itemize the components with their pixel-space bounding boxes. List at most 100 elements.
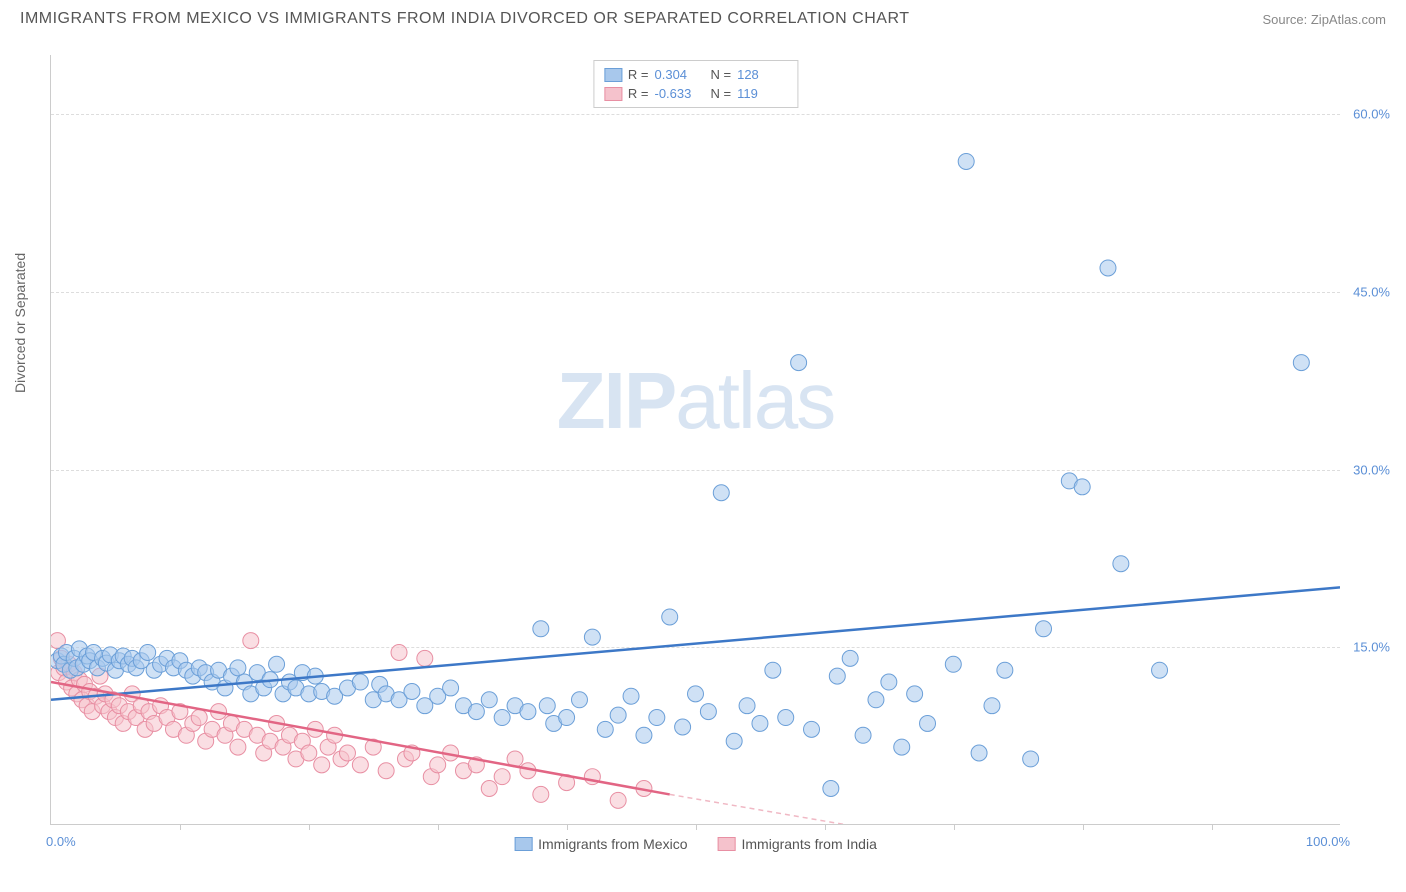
swatch-icon xyxy=(604,87,622,101)
x-tick xyxy=(309,824,310,830)
data-point xyxy=(352,757,368,773)
data-point xyxy=(417,650,433,666)
x-tick xyxy=(438,824,439,830)
data-point xyxy=(829,668,845,684)
data-point xyxy=(494,710,510,726)
swatch-icon xyxy=(514,837,532,851)
data-point xyxy=(739,698,755,714)
legend-bottom: Immigrants from Mexico Immigrants from In… xyxy=(514,836,877,852)
data-point xyxy=(584,629,600,645)
stat-r-value: -0.633 xyxy=(655,86,705,101)
data-point xyxy=(559,710,575,726)
data-point xyxy=(533,621,549,637)
data-point xyxy=(649,710,665,726)
data-point xyxy=(823,781,839,797)
chart-title: IMMIGRANTS FROM MEXICO VS IMMIGRANTS FRO… xyxy=(20,10,909,28)
data-point xyxy=(765,662,781,678)
y-tick-label: 15.0% xyxy=(1353,640,1390,655)
data-point xyxy=(468,704,484,720)
data-point xyxy=(269,656,285,672)
plot-area: ZIPatlas 15.0%30.0%45.0%60.0% R = 0.304 … xyxy=(50,55,1340,825)
data-point xyxy=(700,704,716,720)
x-tick xyxy=(696,824,697,830)
stat-r-label: R = xyxy=(628,67,649,82)
data-point xyxy=(1293,355,1309,371)
data-point xyxy=(842,650,858,666)
data-point xyxy=(1100,260,1116,276)
data-point xyxy=(1023,751,1039,767)
data-point xyxy=(391,644,407,660)
stat-n-value: 119 xyxy=(737,86,787,101)
legend-item: Immigrants from India xyxy=(717,836,876,852)
x-tick xyxy=(954,824,955,830)
data-point xyxy=(230,660,246,676)
stat-r-value: 0.304 xyxy=(655,67,705,82)
data-point xyxy=(791,355,807,371)
data-point xyxy=(140,644,156,660)
stat-n-label: N = xyxy=(711,67,732,82)
data-point xyxy=(945,656,961,672)
data-point xyxy=(1152,662,1168,678)
data-point xyxy=(378,763,394,779)
data-point xyxy=(610,707,626,723)
data-point xyxy=(230,739,246,755)
trend-line-ext xyxy=(670,794,979,824)
data-point xyxy=(1113,556,1129,572)
swatch-icon xyxy=(717,837,735,851)
legend-label: Immigrants from India xyxy=(741,836,876,852)
data-point xyxy=(352,674,368,690)
stat-r-label: R = xyxy=(628,86,649,101)
data-point xyxy=(907,686,923,702)
data-point xyxy=(314,757,330,773)
x-tick xyxy=(825,824,826,830)
data-point xyxy=(726,733,742,749)
data-point xyxy=(539,698,555,714)
legend-stat-row: R = -0.633 N = 119 xyxy=(604,84,787,103)
x-max-label: 100.0% xyxy=(1306,834,1350,849)
data-point xyxy=(443,680,459,696)
source-label: Source: ZipAtlas.com xyxy=(1262,12,1386,27)
data-point xyxy=(920,715,936,731)
data-point xyxy=(520,704,536,720)
data-point xyxy=(636,727,652,743)
data-point xyxy=(713,485,729,501)
data-point xyxy=(881,674,897,690)
data-point xyxy=(752,715,768,731)
swatch-icon xyxy=(604,68,622,82)
data-point xyxy=(997,662,1013,678)
data-point xyxy=(984,698,1000,714)
legend-stats: R = 0.304 N = 128 R = -0.633 N = 119 xyxy=(593,60,798,108)
data-point xyxy=(301,745,317,761)
data-point xyxy=(804,721,820,737)
data-point xyxy=(1036,621,1052,637)
data-point xyxy=(597,721,613,737)
data-point xyxy=(868,692,884,708)
data-point xyxy=(494,769,510,785)
data-point xyxy=(1074,479,1090,495)
data-point xyxy=(610,792,626,808)
data-point xyxy=(339,745,355,761)
y-tick-label: 45.0% xyxy=(1353,284,1390,299)
data-point xyxy=(243,633,259,649)
x-tick xyxy=(180,824,181,830)
legend-item: Immigrants from Mexico xyxy=(514,836,687,852)
scatter-plot xyxy=(51,55,1340,824)
data-point xyxy=(688,686,704,702)
y-tick-label: 30.0% xyxy=(1353,462,1390,477)
chart-container: Divorced or Separated ZIPatlas 15.0%30.0… xyxy=(50,55,1390,855)
data-point xyxy=(662,609,678,625)
x-tick xyxy=(567,824,568,830)
data-point xyxy=(571,692,587,708)
data-point xyxy=(623,688,639,704)
stat-n-label: N = xyxy=(711,86,732,101)
y-tick-label: 60.0% xyxy=(1353,107,1390,122)
y-axis-label: Divorced or Separated xyxy=(12,253,28,393)
x-tick xyxy=(1212,824,1213,830)
data-point xyxy=(958,153,974,169)
data-point xyxy=(191,710,207,726)
data-point xyxy=(533,786,549,802)
data-point xyxy=(481,692,497,708)
data-point xyxy=(675,719,691,735)
data-point xyxy=(430,757,446,773)
data-point xyxy=(971,745,987,761)
